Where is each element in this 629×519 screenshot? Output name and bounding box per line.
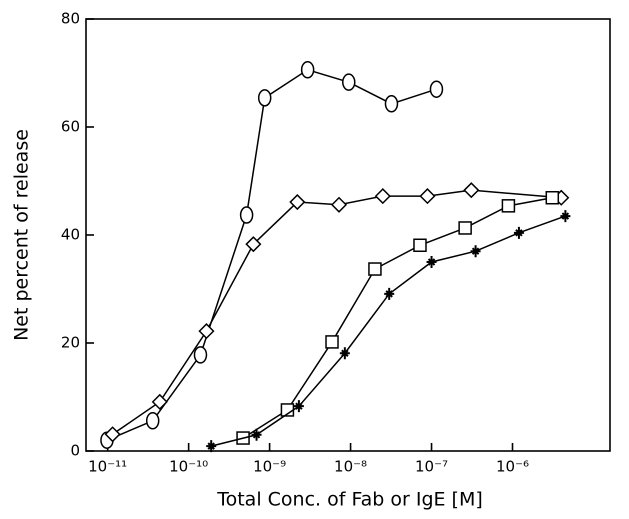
y-tick-label: 40 [61, 226, 80, 244]
data-point [239, 206, 254, 224]
data-point [429, 80, 444, 98]
data-point [513, 226, 524, 239]
y-tick-label: 60 [61, 118, 80, 136]
x-tick-label: 10⁻¹⁰ [169, 458, 208, 476]
data-point [293, 400, 304, 413]
data-point [374, 188, 391, 205]
data-point [206, 440, 217, 453]
data-point [289, 193, 306, 211]
x-tick-label: 10⁻¹¹ [88, 458, 127, 476]
y-axis-label: Net percent of release [11, 129, 33, 341]
y-tick-label: 20 [61, 334, 80, 352]
x-axis-label: Total Conc. of Fab or IgE [M] [216, 489, 483, 511]
y-tick-label: 0 [70, 442, 80, 460]
data-point [419, 188, 436, 205]
data-point [560, 210, 571, 223]
x-tick-label: 10⁻⁹ [253, 458, 286, 476]
series-line [112, 189, 562, 435]
data-point [545, 190, 560, 205]
data-point [368, 262, 382, 276]
data-point [501, 199, 516, 213]
data-point [257, 89, 272, 107]
x-tick-label: 10⁻⁸ [334, 458, 367, 476]
data-point [330, 196, 348, 213]
x-tick-label: 10⁻⁶ [496, 458, 529, 476]
data-point [458, 221, 472, 235]
data-point [426, 256, 437, 268]
data-point [339, 347, 350, 360]
data-point [470, 245, 481, 258]
series-line [242, 197, 553, 439]
data-point [245, 236, 262, 253]
data-point [104, 426, 121, 443]
data-point [463, 182, 480, 199]
data-point [384, 95, 399, 113]
series-line [211, 215, 566, 447]
series-line [106, 68, 437, 441]
data-point [384, 287, 395, 300]
data-point [342, 73, 356, 91]
data-point [151, 393, 168, 410]
data-point [145, 412, 160, 430]
y-tick-label: 80 [61, 10, 80, 28]
data-point [198, 323, 215, 340]
data-point [300, 61, 315, 79]
data-point [251, 428, 262, 441]
data-point [193, 346, 208, 364]
x-tick-label: 10⁻⁷ [415, 458, 448, 476]
data-point [413, 238, 427, 253]
data-point [325, 335, 339, 349]
